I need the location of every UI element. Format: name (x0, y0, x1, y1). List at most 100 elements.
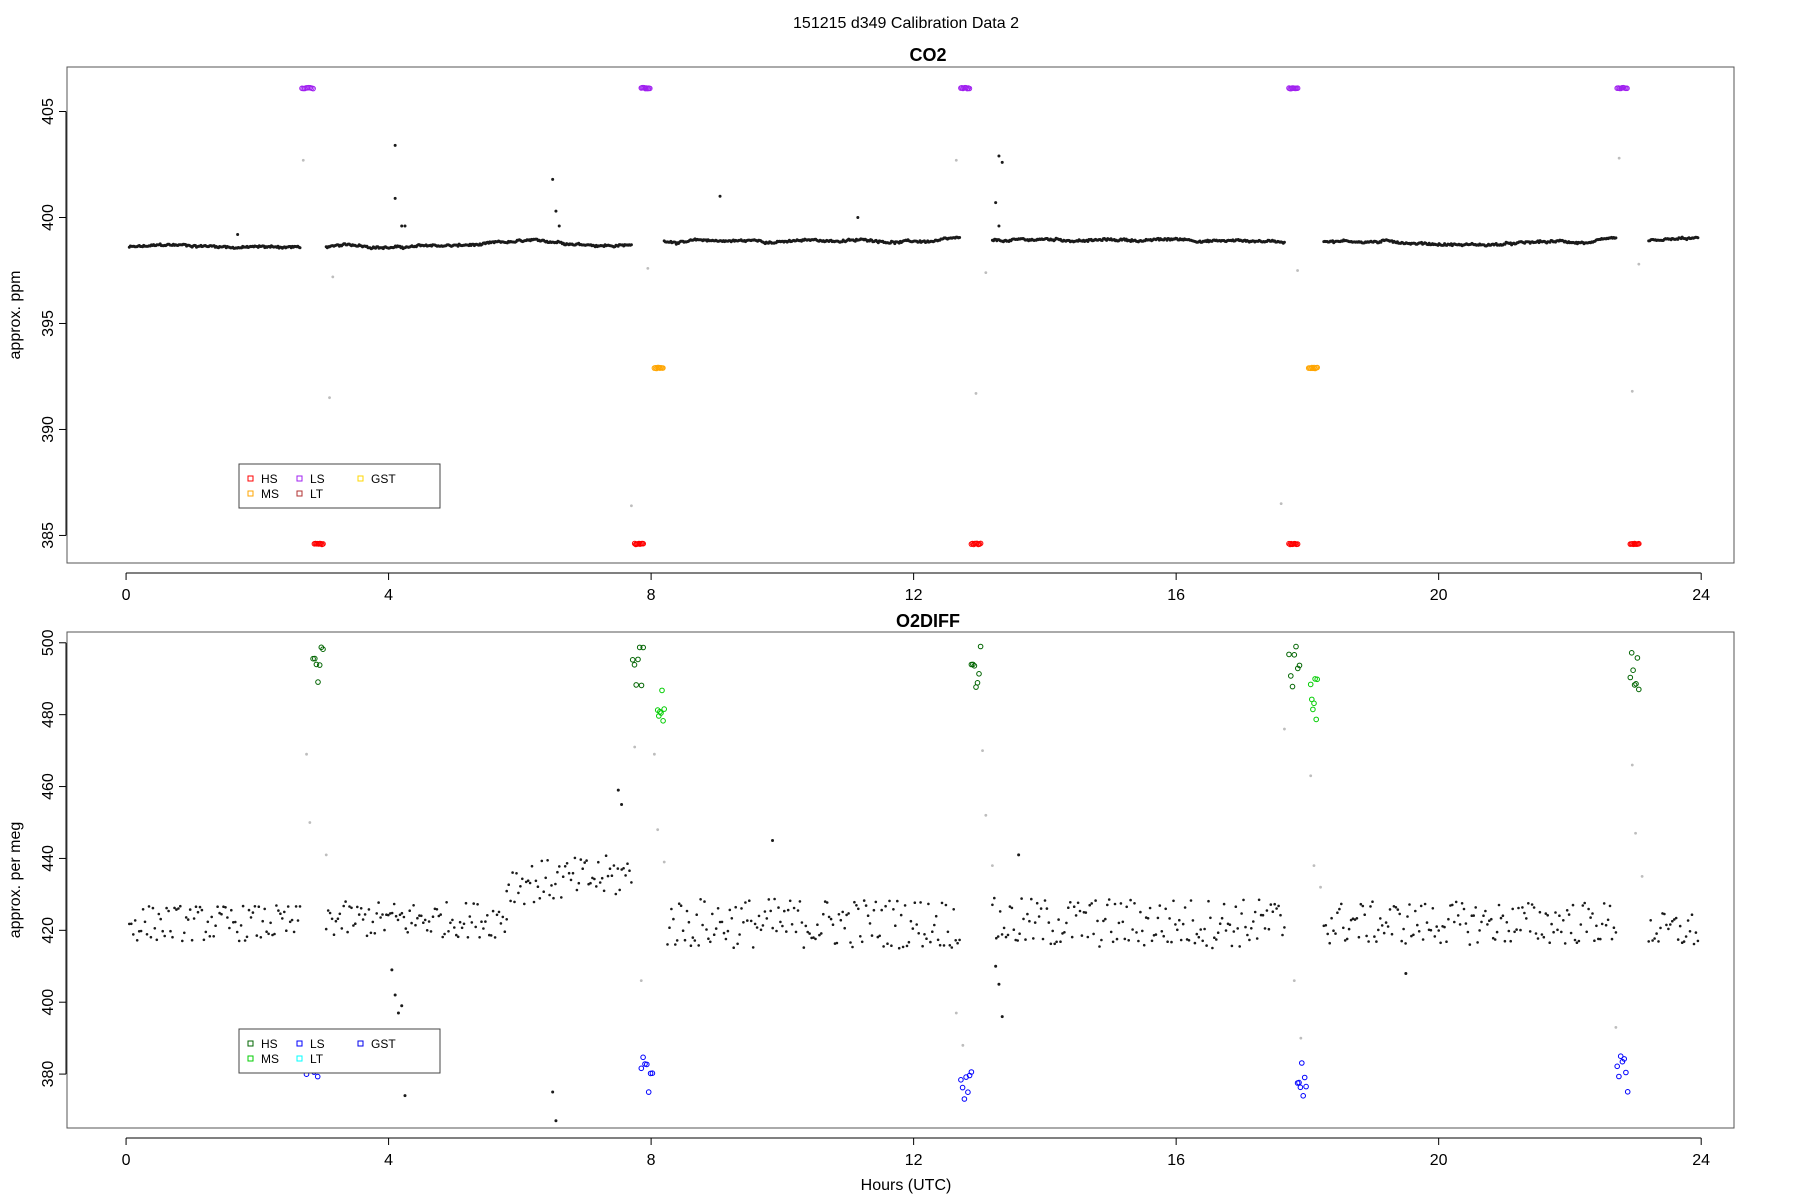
o2diff-ambient-point (610, 874, 614, 877)
o2diff-ambient-point (630, 881, 633, 884)
o2diff-ambient-point (579, 858, 583, 861)
o2diff-ambient-point (878, 934, 881, 938)
o2diff-ambient-point (677, 902, 681, 905)
o2diff-ambient-point (1342, 926, 1345, 930)
o2diff-ambient-point (390, 911, 394, 915)
o2diff-hs-calibration-point (1291, 652, 1298, 658)
o2diff-ambient-point (241, 904, 245, 908)
o2diff-ambient-point (1191, 919, 1195, 922)
o2diff-ambient-point (249, 916, 253, 919)
o2diff-ambient-point (334, 919, 338, 923)
o2diff-y-tick-label: 400 (40, 989, 57, 1016)
o2diff-ambient-point (1591, 912, 1594, 915)
o2diff-ambient-point (497, 910, 501, 914)
o2diff-ambient-point (1410, 934, 1413, 938)
o2diff-ambient-point (915, 923, 918, 926)
o2diff-ambient-point (427, 920, 431, 923)
o2diff-ambient-point (1612, 926, 1616, 929)
o2diff-ambient-point (1394, 906, 1398, 909)
o2diff-ambient-point (1583, 901, 1586, 905)
o2diff-ambient-point (1579, 923, 1583, 926)
o2diff-ambient-point (1014, 938, 1017, 942)
o2diff-ambient-point (1439, 941, 1442, 945)
o2diff-ambient-point (330, 917, 334, 921)
o2diff-ambient-point (404, 927, 408, 930)
o2diff-ambient-point (375, 912, 379, 915)
o2diff-ambient-point (1503, 939, 1507, 943)
o2diff-ambient-point (216, 905, 219, 908)
o2diff-ambient-point (888, 899, 891, 903)
o2diff-ambient-point (1246, 933, 1249, 937)
co2-ambient-point (298, 246, 302, 250)
o2diff-ambient-point (1240, 912, 1243, 915)
o2diff-ambient-point (336, 917, 340, 920)
co2-outlier-point (994, 201, 998, 205)
o2diff-ls-calibration-point (644, 1061, 650, 1068)
co2-transition-point (1637, 262, 1641, 266)
o2diff-ambient-point (1684, 935, 1688, 938)
co2-panel: CO2 approx. ppm 0 4 8 12 16 20 24 385 390 395 400 4… (7, 45, 1735, 604)
co2-outlier-point (1000, 160, 1004, 164)
o2diff-ambient-point (620, 868, 623, 871)
o2diff-ambient-point (1546, 914, 1549, 917)
o2diff-ambient-point (163, 934, 166, 938)
o2diff-ambient-point (1593, 939, 1596, 942)
o2diff-ambient-point (406, 931, 410, 934)
o2diff-transition-point (1299, 1036, 1303, 1040)
o2diff-ambient-point (354, 922, 357, 925)
o2diff-ambient-point (946, 930, 950, 934)
o2diff-ls-calibration-point (1301, 1074, 1308, 1081)
o2diff-ambient-point (235, 930, 239, 934)
o2diff-ambient-point (1267, 927, 1271, 931)
o2diff-ambient-point (265, 930, 268, 933)
co2-legend: HS LS GST MS LT (238, 463, 441, 509)
o2diff-ambient-point (1585, 930, 1588, 934)
o2diff-ambient-point (151, 906, 155, 910)
o2diff-legend-marker-ls (296, 1040, 303, 1047)
o2diff-ambient-point (1600, 922, 1604, 926)
o2diff-ambient-point (597, 860, 600, 864)
o2diff-ambient-point (761, 924, 765, 927)
co2-ls-calibration-point (963, 85, 970, 91)
o2diff-ambient-point (1363, 913, 1366, 916)
o2diff-ambient-point (1139, 910, 1142, 914)
o2diff-ambient-point (130, 922, 133, 926)
o2diff-ambient-point (1222, 902, 1226, 906)
co2-plot-frame (66, 66, 1735, 564)
o2diff-ambient-point (1398, 912, 1401, 916)
o2diff-ambient-point (1199, 928, 1202, 931)
o2diff-ms-calibration-point (1312, 676, 1318, 682)
o2diff-ambient-point (1261, 913, 1265, 917)
o2diff-ambient-point (589, 881, 592, 885)
o2diff-transition-point (656, 828, 660, 832)
o2diff-ambient-point (1072, 905, 1076, 908)
o2diff-ambient-point (400, 911, 404, 915)
o2diff-ambient-point (1417, 930, 1421, 933)
o2diff-transition-point (662, 860, 666, 864)
o2diff-ambient-point (1162, 934, 1165, 938)
o2diff-ambient-point (414, 923, 417, 927)
co2-transition-point (331, 275, 335, 279)
o2diff-ambient-point (1680, 941, 1684, 944)
o2diff-ambient-point (1080, 934, 1084, 937)
co2-axes: 0 4 8 12 16 20 24 385 390 395 400 405 (40, 98, 1710, 604)
o2diff-plot-frame (66, 631, 1735, 1129)
o2diff-ambient-point (1078, 909, 1082, 913)
o2diff-ambient-point (1562, 919, 1565, 922)
co2-outlier-point (403, 224, 407, 228)
o2diff-ambient-point (526, 879, 530, 882)
o2diff-ambient-point (837, 913, 841, 916)
o2diff-ambient-point (1464, 922, 1468, 925)
o2diff-outlier-point (994, 964, 998, 968)
o2diff-ambient-point (927, 902, 930, 906)
o2diff-ms-calibration-point (660, 718, 666, 724)
o2diff-ambient-point (1201, 939, 1204, 943)
o2diff-ambient-point (1215, 938, 1218, 941)
o2diff-ambient-point (1193, 941, 1197, 945)
o2diff-ambient-point (561, 875, 565, 878)
o2diff-ambient-point (672, 917, 675, 921)
o2diff-ms-calibration-point (661, 706, 668, 712)
o2diff-ambient-point (712, 933, 716, 936)
o2diff-ambient-point (573, 856, 577, 860)
o2diff-ambient-point (1388, 908, 1392, 911)
